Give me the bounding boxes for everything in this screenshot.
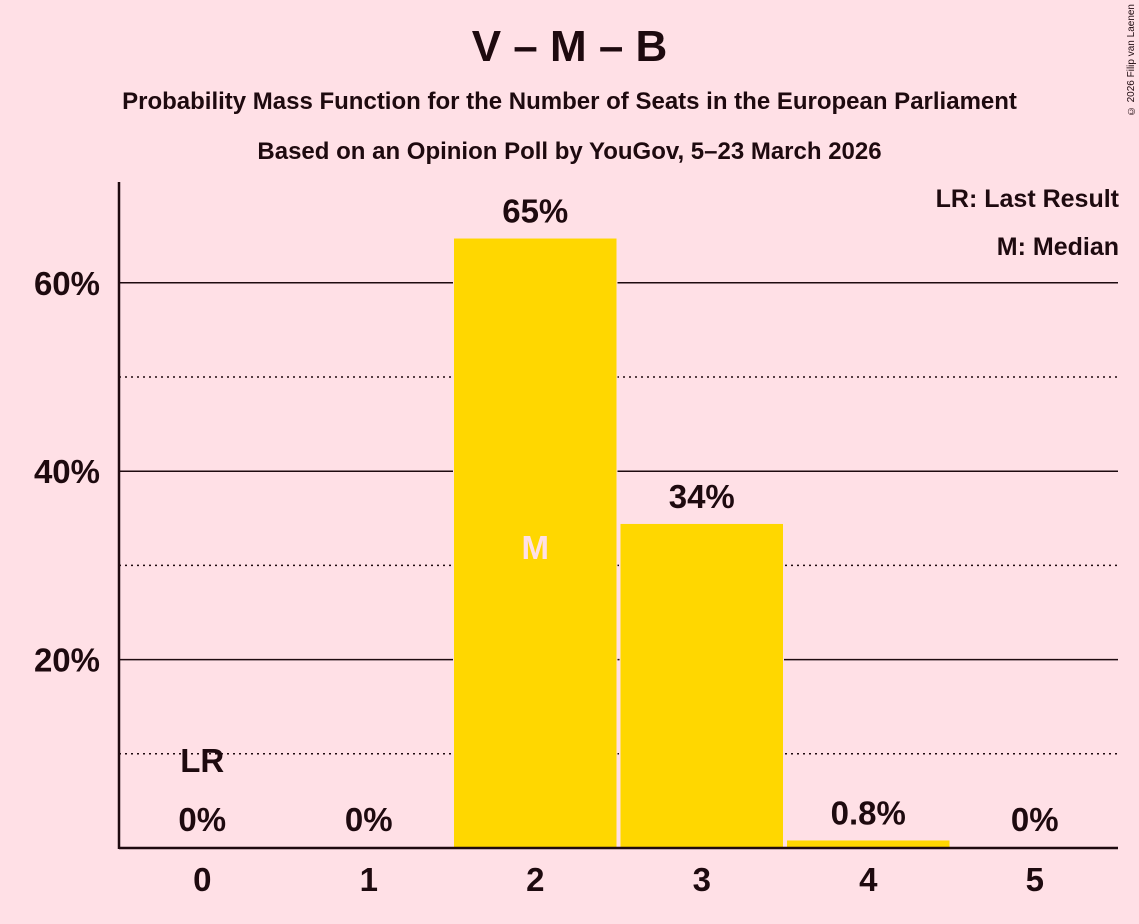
x-tick-label: 5 [1026, 861, 1044, 898]
bar-value-label: 0.8% [831, 794, 906, 831]
x-tick-label: 1 [360, 861, 378, 898]
last-result-marker: LR [180, 742, 224, 779]
legend-median: M: Median [996, 233, 1119, 261]
bar-seats-4 [787, 840, 950, 848]
x-tick-label: 0 [193, 861, 211, 898]
legend-last-result: LR: Last Result [935, 185, 1119, 213]
y-tick-label: 60% [34, 265, 100, 302]
chart-title: V – M – B [471, 22, 668, 71]
x-tick-label: 2 [526, 861, 544, 898]
x-tick-label: 4 [859, 861, 878, 898]
bar-value-label: 0% [345, 801, 393, 838]
x-tick-label: 3 [693, 861, 711, 898]
bar-value-label: 65% [502, 193, 568, 230]
chart-source: Based on an Opinion Poll by YouGov, 5–23… [257, 138, 882, 165]
bar-seats-2 [454, 238, 617, 848]
bar-value-label: 0% [1011, 801, 1059, 838]
y-tick-label: 20% [34, 642, 100, 679]
bar-value-label: 0% [178, 801, 226, 838]
median-marker: M [522, 529, 550, 566]
bar-seats-3 [620, 523, 783, 848]
y-tick-label: 40% [34, 453, 100, 490]
bar-value-label: 34% [669, 478, 735, 515]
chart-subtitle: Probability Mass Function for the Number… [122, 88, 1017, 115]
